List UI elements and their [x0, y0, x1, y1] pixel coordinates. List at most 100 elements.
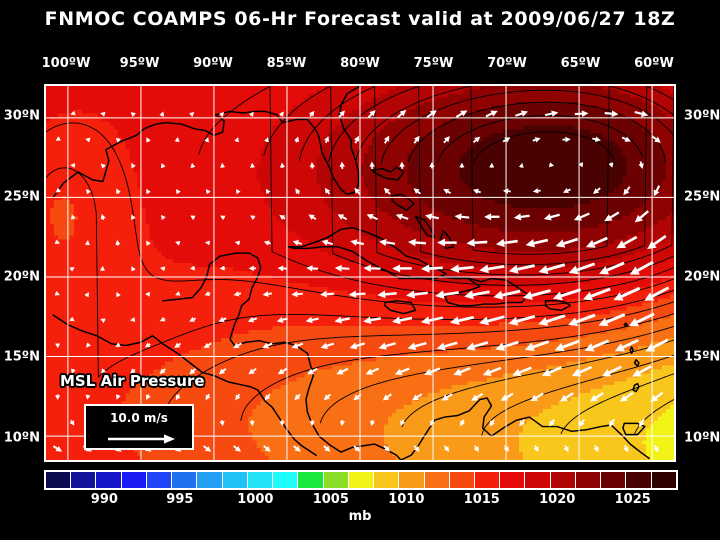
wind-arrow — [320, 342, 335, 349]
wind-arrow — [369, 419, 376, 427]
wind-arrow — [604, 110, 619, 118]
wind-arrow — [130, 214, 136, 220]
wind-arrow — [363, 264, 381, 273]
wind-arrow — [218, 368, 227, 375]
latitude-tick-label-left: 10ºN — [3, 430, 40, 446]
wind-arrow — [321, 239, 334, 246]
wind-arrow — [459, 162, 465, 168]
wind-arrow — [306, 265, 319, 272]
wind-arrow — [69, 419, 75, 426]
colorbar-tick-label: 1010 — [388, 492, 425, 507]
longitude-tick-label: 85ºW — [266, 56, 307, 71]
wind-arrow — [130, 112, 136, 117]
wind-arrow — [425, 213, 440, 221]
longitude-tick-label: 80ºW — [340, 56, 380, 71]
wind-arrow — [465, 341, 489, 351]
colorbar-segment — [197, 472, 223, 488]
wind-arrow — [407, 238, 426, 247]
wind-arrow — [100, 163, 106, 169]
wind-arrow — [406, 290, 428, 299]
wind-arrow — [219, 265, 226, 271]
wind-arrow — [413, 188, 421, 195]
wind-arrow — [99, 265, 105, 271]
wind-arrow — [585, 236, 608, 248]
wind-arrow — [116, 291, 121, 298]
colorbar-tick-label: 1005 — [312, 492, 349, 507]
wind-arrow — [131, 163, 136, 169]
wind-arrow — [159, 316, 166, 322]
coastline-lesser-antilles-2 — [629, 346, 634, 355]
wind-arrow — [538, 263, 566, 274]
wind-arrow — [308, 214, 317, 220]
wind-arrow — [250, 162, 255, 168]
wind-arrow — [263, 240, 271, 246]
wind-arrow — [205, 393, 211, 401]
wind-arrow — [369, 161, 375, 170]
pressure-colorbar[interactable] — [44, 470, 678, 490]
colorbar-segment — [550, 472, 576, 488]
wind-arrow — [218, 111, 224, 117]
wind-arrow — [593, 445, 599, 453]
colorbar-segment — [71, 472, 97, 488]
wind-arrow — [395, 213, 409, 220]
wind-arrow — [235, 393, 241, 401]
colorbar-tick-label: 1015 — [463, 492, 500, 507]
wind-arrow — [479, 264, 505, 274]
colorbar-segment — [449, 472, 475, 488]
wind-arrow — [354, 135, 360, 144]
wind-arrow — [644, 286, 670, 301]
colorbar-segment — [399, 472, 425, 488]
wind-arrow — [623, 186, 631, 196]
wind-arrow — [291, 342, 304, 349]
wind-arrow — [307, 367, 318, 375]
wind-vectors — [52, 110, 670, 453]
wind-arrow — [323, 393, 332, 401]
wind-arrow — [512, 366, 532, 377]
wind-arrow — [604, 211, 620, 222]
wind-arrow — [391, 316, 413, 325]
wind-arrow — [495, 238, 518, 248]
wind-arrow — [336, 367, 349, 375]
wind-arrow — [55, 187, 61, 193]
colorbar-segment — [222, 472, 248, 488]
wind-arrow — [363, 316, 382, 324]
wind-arrow — [160, 162, 166, 169]
colorbar-segment — [500, 472, 526, 488]
wind-arrow — [250, 215, 256, 221]
wind-arrow — [593, 187, 601, 194]
coastline-hispaniola — [441, 276, 529, 307]
wind-arrow — [582, 287, 611, 301]
wind-arrow — [614, 339, 639, 352]
wind-arrow — [175, 291, 181, 296]
wind-arrow — [277, 367, 288, 375]
wind-arrow — [394, 367, 410, 376]
colorbar-segment — [626, 472, 652, 488]
longitude-tick-label: 75ºW — [413, 56, 454, 71]
wind-arrow — [378, 342, 396, 350]
wind-arrow — [291, 291, 304, 298]
wind-arrow — [338, 110, 345, 118]
wind-arrow — [589, 392, 604, 402]
wind-arrow — [159, 368, 166, 375]
colorbar-segment — [525, 472, 551, 488]
wind-arrow — [518, 162, 524, 169]
wind-arrow — [70, 214, 76, 220]
wind-arrow — [174, 342, 182, 348]
wind-arrow — [69, 267, 75, 272]
wind-arrow — [176, 188, 181, 195]
wind-arrow — [54, 239, 61, 245]
wind-arrow — [436, 341, 458, 351]
wind-arrow — [293, 445, 301, 452]
wind-arrow — [493, 289, 521, 300]
wind-arrow — [400, 419, 406, 427]
wind-arrow — [500, 392, 514, 401]
wind-arrow — [379, 238, 396, 246]
colorbar-tick-label: 995 — [166, 492, 194, 507]
wind-arrow — [146, 137, 151, 143]
wind-arrow — [471, 392, 484, 401]
map-plot-area[interactable]: MSL Air Pressure 10.0 m/s — [44, 84, 676, 462]
latitude-tick-label-left: 20ºN — [3, 269, 40, 285]
colorbar-segment — [96, 472, 122, 488]
wind-arrow — [639, 418, 645, 428]
wind-arrow — [563, 445, 569, 453]
